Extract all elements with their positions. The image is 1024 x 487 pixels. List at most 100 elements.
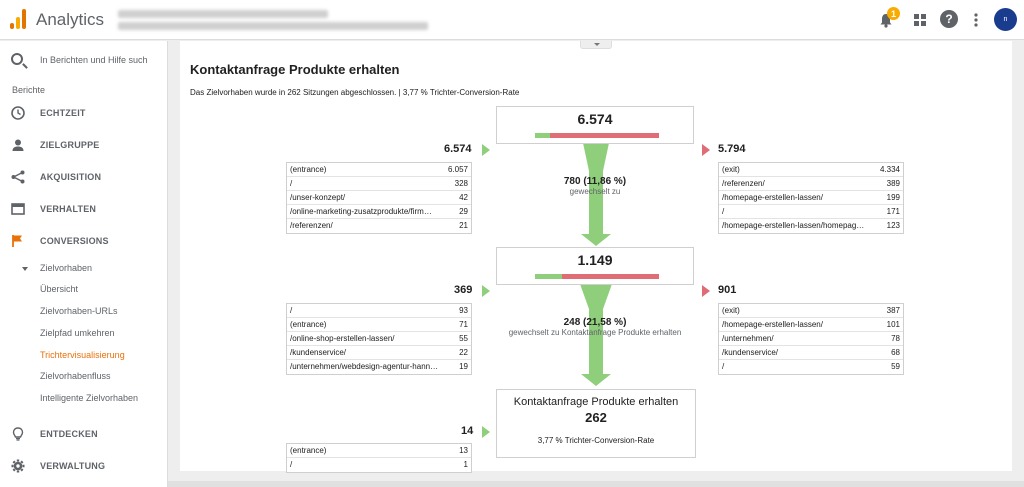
step-2-entries-total: 369 xyxy=(454,284,473,296)
sidebar-subitem-label: Zielpfad umkehren xyxy=(40,328,115,338)
table-row[interactable]: / 171 xyxy=(719,205,903,219)
row-page-name: /homepage-erstellen-lassen/homepag… xyxy=(722,221,865,230)
sidebar-subitem-uebersicht[interactable]: Übersicht xyxy=(0,281,168,299)
sidebar-item-echtzeit[interactable]: ECHTZEIT xyxy=(0,99,168,127)
person-icon xyxy=(12,139,24,151)
sidebar-item-zielgruppe[interactable]: ZIELGRUPPE xyxy=(0,131,168,159)
gear-icon xyxy=(11,459,25,473)
step-sessions-value: 1.149 xyxy=(577,252,613,268)
table-row[interactable]: /unser-konzept/42 xyxy=(287,191,471,205)
step-2-exits-table: (exit) 387/homepage-erstellen-lassen/101/… xyxy=(718,303,904,375)
sidebar-group-zielvorhaben[interactable]: Zielvorhaben xyxy=(0,260,168,278)
step-2-exits-total: 901 xyxy=(718,284,737,296)
table-row[interactable]: /homepage-erstellen-lassen/homepag… 123 xyxy=(719,219,903,233)
table-row[interactable]: / 59 xyxy=(719,360,903,374)
report-description: Das Zielvorhaben wurde in 262 Sitzungen … xyxy=(190,88,520,97)
sidebar-subitem-zielpfad-umkehren[interactable]: Zielpfad umkehren xyxy=(0,325,168,343)
row-value: 22 xyxy=(459,348,468,357)
notification-badge: 1 xyxy=(887,7,900,20)
step-1-entries-table: (entrance) 6.057 / 328/unser-konzept/42/onl… xyxy=(286,162,472,234)
top-bar: Analytics 1 ? n xyxy=(0,0,1024,40)
account-selector[interactable] xyxy=(118,10,328,18)
sidebar-item-label: ECHTZEIT xyxy=(40,108,86,118)
goal-completion-box[interactable]: Kontaktanfrage Produkte erhalten 262 3,7… xyxy=(496,389,696,458)
apps-grid-icon[interactable] xyxy=(910,10,930,30)
row-page-name: /homepage-erstellen-lassen/ xyxy=(722,193,823,202)
row-value: 55 xyxy=(459,334,468,343)
exit-bar xyxy=(549,133,659,138)
table-row[interactable]: (entrance) 71 xyxy=(287,318,471,332)
row-page-name: (entrance) xyxy=(290,320,327,329)
table-row[interactable]: /unternehmen/78 xyxy=(719,332,903,346)
table-row[interactable]: /online-marketing-zusatzprodukte/firm… 29 xyxy=(287,205,471,219)
sidebar-item-conversions[interactable]: CONVERSIONS xyxy=(0,227,168,255)
sidebar-subitem-intelligente-zielvorhaben[interactable]: Intelligente Zielvorhaben xyxy=(0,390,168,408)
row-value: 199 xyxy=(886,193,900,202)
row-page-name: /referenzen/ xyxy=(290,221,333,230)
sidebar-item-verhalten[interactable]: VERHALTEN xyxy=(0,195,168,223)
exit-arrow-icon xyxy=(702,144,710,156)
table-row[interactable]: / 328 xyxy=(287,177,471,191)
flow-sub-label: gewechselt zu Kontaktanfrage Produkte er… xyxy=(508,328,682,337)
table-row[interactable]: /referenzen/21 xyxy=(287,219,471,233)
row-value: 19 xyxy=(459,362,468,371)
step-1-exits-total: 5.794 xyxy=(718,143,746,155)
table-row[interactable]: /online-shop-erstellen-lassen/55 xyxy=(287,332,471,346)
sidebar-item-entdecken[interactable]: ENTDECKEN xyxy=(0,420,168,448)
sidebar-subitem-label: Zielvorhaben-URLs xyxy=(40,306,118,316)
sidebar-subitem-zielvorhaben-urls[interactable]: Zielvorhaben-URLs xyxy=(0,303,168,321)
sidebar-item-label: CONVERSIONS xyxy=(40,236,109,246)
more-vert-icon[interactable] xyxy=(966,10,986,30)
step-1-entries-total: 6.574 xyxy=(444,143,472,155)
table-row[interactable]: /homepage-erstellen-lassen/101 xyxy=(719,318,903,332)
sidebar-item-verwaltung[interactable]: VERWALTUNG xyxy=(0,452,168,480)
row-value: 13 xyxy=(459,446,468,455)
goal-entries-total: 14 xyxy=(461,425,474,437)
analytics-logo-icon[interactable] xyxy=(10,9,26,29)
sidebar-subitem-label: Übersicht xyxy=(40,284,79,294)
goal-title: Kontaktanfrage Produkte erhalten xyxy=(513,396,679,408)
row-page-name: / xyxy=(290,306,293,315)
table-row[interactable]: / 93 xyxy=(287,304,471,318)
row-value: 101 xyxy=(886,320,900,329)
sidebar-subitem-label: Trichtervisualisierung xyxy=(40,350,125,360)
help-icon[interactable]: ? xyxy=(940,10,958,28)
collapse-handle[interactable] xyxy=(580,41,612,49)
sidebar: In Berichten und Hilfe such Berichte ECH… xyxy=(0,41,168,487)
table-row[interactable]: (exit) 4.334 xyxy=(719,163,903,177)
sidebar-subitem-zielvorhabenfluss[interactable]: Zielvorhabenfluss xyxy=(0,368,168,386)
sidebar-item-label: VERWALTUNG xyxy=(40,461,106,471)
table-row[interactable]: (entrance) 6.057 xyxy=(287,163,471,177)
table-row[interactable]: (entrance) 13 xyxy=(287,444,471,458)
table-row[interactable]: /homepage-erstellen-lassen/199 xyxy=(719,191,903,205)
table-row[interactable]: /referenzen/389 xyxy=(719,177,903,191)
avatar[interactable]: n xyxy=(994,8,1017,31)
table-row[interactable]: /unternehmen/webdesign-agentur-hanno… 19 xyxy=(287,360,471,374)
funnel-step-2[interactable]: 1.149 xyxy=(496,247,694,285)
funnel-step-1[interactable]: 6.574 xyxy=(496,106,694,144)
search-input[interactable]: In Berichten und Hilfe such xyxy=(40,55,148,65)
flag-icon xyxy=(12,235,22,247)
table-row[interactable]: /1 xyxy=(287,458,471,472)
search-row[interactable]: In Berichten und Hilfe such xyxy=(0,41,168,77)
sidebar-item-label: AKQUISITION xyxy=(40,172,102,182)
sidebar-group-label: Zielvorhaben xyxy=(40,263,93,273)
property-selector[interactable] xyxy=(118,22,428,30)
clock-icon xyxy=(11,106,25,120)
step-progress-bar xyxy=(535,274,659,279)
goal-conversion-rate: 3,77 % Trichter-Conversion-Rate xyxy=(537,436,655,445)
row-value: 1 xyxy=(463,460,468,469)
table-row[interactable]: (exit) 387 xyxy=(719,304,903,318)
row-page-name: /kundenservice/ xyxy=(290,348,347,357)
table-row[interactable]: /kundenservice/22 xyxy=(287,346,471,360)
goal-entries-table: (entrance) 13/1 xyxy=(286,443,472,473)
table-row[interactable]: /kundenservice/68 xyxy=(719,346,903,360)
row-page-name: /unternehmen/ xyxy=(722,334,774,343)
row-value: 59 xyxy=(891,362,900,371)
row-value: 78 xyxy=(891,334,900,343)
sidebar-item-akquisition[interactable]: AKQUISITION xyxy=(0,163,168,191)
row-page-name: / xyxy=(290,179,293,188)
continue-bar xyxy=(535,274,562,279)
row-page-name: / xyxy=(722,207,725,216)
sidebar-subitem-trichtervisualisierung[interactable]: Trichtervisualisierung xyxy=(0,347,168,365)
